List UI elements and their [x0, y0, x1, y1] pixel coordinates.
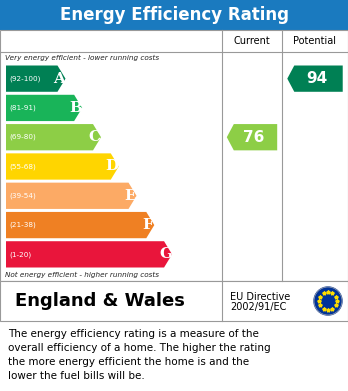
Text: F: F [142, 218, 153, 232]
Text: England & Wales: England & Wales [15, 292, 185, 310]
Text: (21-38): (21-38) [9, 222, 36, 228]
Text: (92-100): (92-100) [9, 75, 40, 82]
Text: (1-20): (1-20) [9, 251, 31, 258]
Polygon shape [227, 124, 277, 151]
Text: 76: 76 [243, 130, 264, 145]
Text: Not energy efficient - higher running costs: Not energy efficient - higher running co… [5, 272, 159, 278]
Bar [0, 30, 348, 281]
Polygon shape [6, 183, 136, 209]
Text: E: E [124, 189, 136, 203]
Text: Current: Current [234, 36, 270, 46]
Polygon shape [6, 66, 65, 92]
Bar [0, 281, 348, 321]
Text: (55-68): (55-68) [9, 163, 36, 170]
Text: Energy Efficiency Rating: Energy Efficiency Rating [60, 6, 288, 24]
Text: overall efficiency of a home. The higher the rating: overall efficiency of a home. The higher… [8, 343, 271, 353]
Text: EU Directive: EU Directive [230, 292, 290, 302]
Text: 2002/91/EC: 2002/91/EC [230, 302, 286, 312]
Text: the more energy efficient the home is and the: the more energy efficient the home is an… [8, 357, 249, 367]
Text: A: A [53, 72, 65, 86]
Text: B: B [69, 101, 82, 115]
Polygon shape [6, 153, 119, 179]
Polygon shape [6, 212, 154, 238]
Text: lower the fuel bills will be.: lower the fuel bills will be. [8, 371, 145, 381]
Text: 94: 94 [306, 71, 327, 86]
Circle shape [314, 287, 342, 315]
Text: D: D [106, 160, 119, 174]
Polygon shape [6, 241, 172, 267]
Text: C: C [88, 130, 101, 144]
Text: (81-91): (81-91) [9, 105, 36, 111]
Text: G: G [159, 248, 172, 261]
Bar [0, 0, 348, 30]
Polygon shape [6, 95, 82, 121]
Text: Potential: Potential [293, 36, 337, 46]
Text: (39-54): (39-54) [9, 192, 36, 199]
Text: The energy efficiency rating is a measure of the: The energy efficiency rating is a measur… [8, 329, 259, 339]
Text: Very energy efficient - lower running costs: Very energy efficient - lower running co… [5, 55, 159, 61]
Text: (69-80): (69-80) [9, 134, 36, 140]
Polygon shape [287, 66, 343, 92]
Polygon shape [6, 124, 101, 151]
